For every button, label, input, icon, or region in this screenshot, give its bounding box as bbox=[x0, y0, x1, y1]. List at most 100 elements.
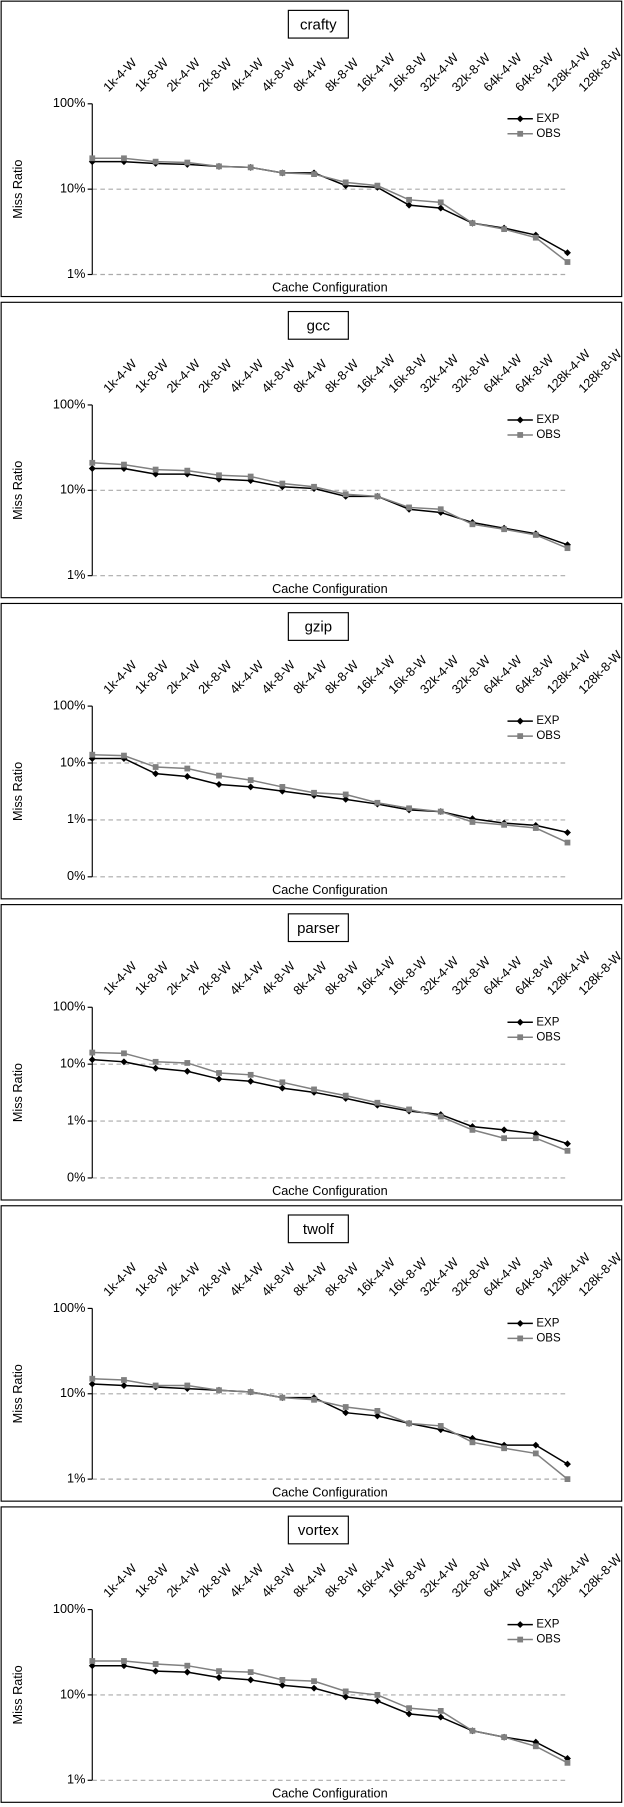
y-axis-label: Miss Ratio bbox=[11, 762, 25, 821]
x-tick-label: 2k-8-W bbox=[196, 357, 235, 396]
point bbox=[501, 821, 507, 828]
point bbox=[152, 1667, 160, 1675]
point bbox=[437, 1423, 444, 1429]
point bbox=[437, 1713, 445, 1721]
point bbox=[373, 1697, 381, 1705]
point bbox=[311, 171, 317, 178]
y-tick-label: 1% bbox=[67, 1471, 85, 1485]
point bbox=[89, 1658, 96, 1664]
x-tick-label: 4k-4-W bbox=[227, 56, 266, 95]
point bbox=[532, 532, 539, 538]
point bbox=[374, 493, 381, 500]
x-tick-label: 2k-8-W bbox=[196, 658, 235, 697]
y-tick-label: 1% bbox=[67, 1773, 85, 1787]
point bbox=[437, 506, 444, 513]
point bbox=[406, 1420, 412, 1427]
x-tick-label: 2k-4-W bbox=[164, 357, 203, 396]
point bbox=[468, 1123, 476, 1131]
point bbox=[216, 163, 222, 170]
y-tick-label: 100% bbox=[53, 1301, 85, 1315]
point bbox=[501, 526, 507, 533]
x-tick-label: 2k-4-W bbox=[164, 1561, 203, 1600]
point bbox=[564, 1147, 571, 1154]
point bbox=[279, 1677, 286, 1683]
x-tick-label: 8k-8-W bbox=[322, 56, 361, 95]
point bbox=[500, 1441, 508, 1449]
y-tick-label: 1% bbox=[67, 568, 85, 582]
point bbox=[278, 787, 286, 795]
panel-border bbox=[0, 1506, 623, 1803]
x-tick-label: 4k-8-W bbox=[259, 1561, 298, 1600]
point bbox=[152, 1661, 159, 1667]
x-tick-label: 1k-4-W bbox=[101, 357, 140, 396]
point bbox=[373, 1412, 381, 1420]
title-box bbox=[287, 310, 349, 340]
point bbox=[279, 1394, 286, 1401]
series-line bbox=[92, 157, 568, 263]
point bbox=[88, 465, 96, 472]
point bbox=[564, 1755, 571, 1762]
point bbox=[184, 765, 191, 772]
x-axis-label: Cache Configuration bbox=[272, 1184, 388, 1198]
legend-marker bbox=[516, 717, 524, 725]
point bbox=[469, 521, 476, 528]
point bbox=[152, 470, 160, 478]
x-tick-label: 2k-4-W bbox=[164, 959, 203, 998]
point bbox=[216, 472, 222, 479]
y-axis-label: Miss Ratio bbox=[11, 160, 25, 219]
legend-label: EXP bbox=[536, 113, 559, 125]
point bbox=[532, 1450, 539, 1457]
point bbox=[311, 1678, 317, 1685]
point bbox=[152, 158, 159, 165]
x-tick-label: 8k-8-W bbox=[322, 1561, 361, 1600]
point bbox=[564, 1460, 571, 1468]
point bbox=[374, 799, 381, 806]
point bbox=[406, 1106, 412, 1113]
title-box bbox=[287, 9, 349, 39]
point bbox=[89, 1049, 96, 1056]
point bbox=[437, 199, 444, 206]
legend-label: EXP bbox=[536, 1317, 559, 1329]
point bbox=[278, 1681, 286, 1689]
legend-marker bbox=[517, 130, 524, 137]
y-tick-label: 1% bbox=[67, 267, 85, 281]
y-tick-label: 100% bbox=[53, 1000, 85, 1014]
point bbox=[469, 1126, 476, 1133]
legend-marker bbox=[516, 1319, 524, 1327]
point bbox=[468, 815, 476, 823]
point bbox=[247, 783, 255, 791]
point bbox=[121, 1658, 127, 1664]
y-tick-label: 100% bbox=[53, 96, 85, 110]
legend-label: EXP bbox=[536, 1016, 559, 1028]
point bbox=[564, 249, 571, 257]
legend-marker bbox=[516, 115, 524, 123]
point bbox=[405, 201, 413, 209]
x-tick-label: 4k-4-W bbox=[227, 658, 266, 697]
point bbox=[121, 1377, 127, 1383]
chart-title: parser bbox=[297, 920, 339, 937]
chart-title: gcc bbox=[307, 317, 331, 334]
point bbox=[342, 491, 349, 498]
legend-label: OBS bbox=[536, 1634, 561, 1646]
x-tick-label: 2k-8-W bbox=[196, 56, 235, 95]
legend-marker bbox=[517, 733, 524, 739]
point bbox=[152, 1058, 159, 1065]
point bbox=[532, 234, 539, 241]
point bbox=[564, 839, 571, 846]
chart-panel: parser 0% 1% 10% 100% 1k-4-W1k-8-W2k-4-W2k-8-… bbox=[0, 904, 624, 1201]
y-axis-label: Miss Ratio bbox=[11, 461, 25, 520]
title-box bbox=[287, 1515, 349, 1545]
point bbox=[89, 459, 96, 466]
point bbox=[279, 170, 286, 176]
y-axis-label: Miss Ratio bbox=[11, 1665, 25, 1724]
series-line bbox=[92, 1058, 568, 1145]
x-axis-label: Cache Configuration bbox=[272, 1786, 388, 1800]
point bbox=[120, 1382, 128, 1389]
point bbox=[121, 752, 127, 759]
point bbox=[216, 1387, 222, 1394]
x-tick-label: 4k-8-W bbox=[259, 959, 298, 998]
x-tick-label: 1k-4-W bbox=[101, 1260, 140, 1299]
series-line bbox=[92, 160, 568, 254]
x-tick-label: 4k-8-W bbox=[259, 1260, 298, 1299]
